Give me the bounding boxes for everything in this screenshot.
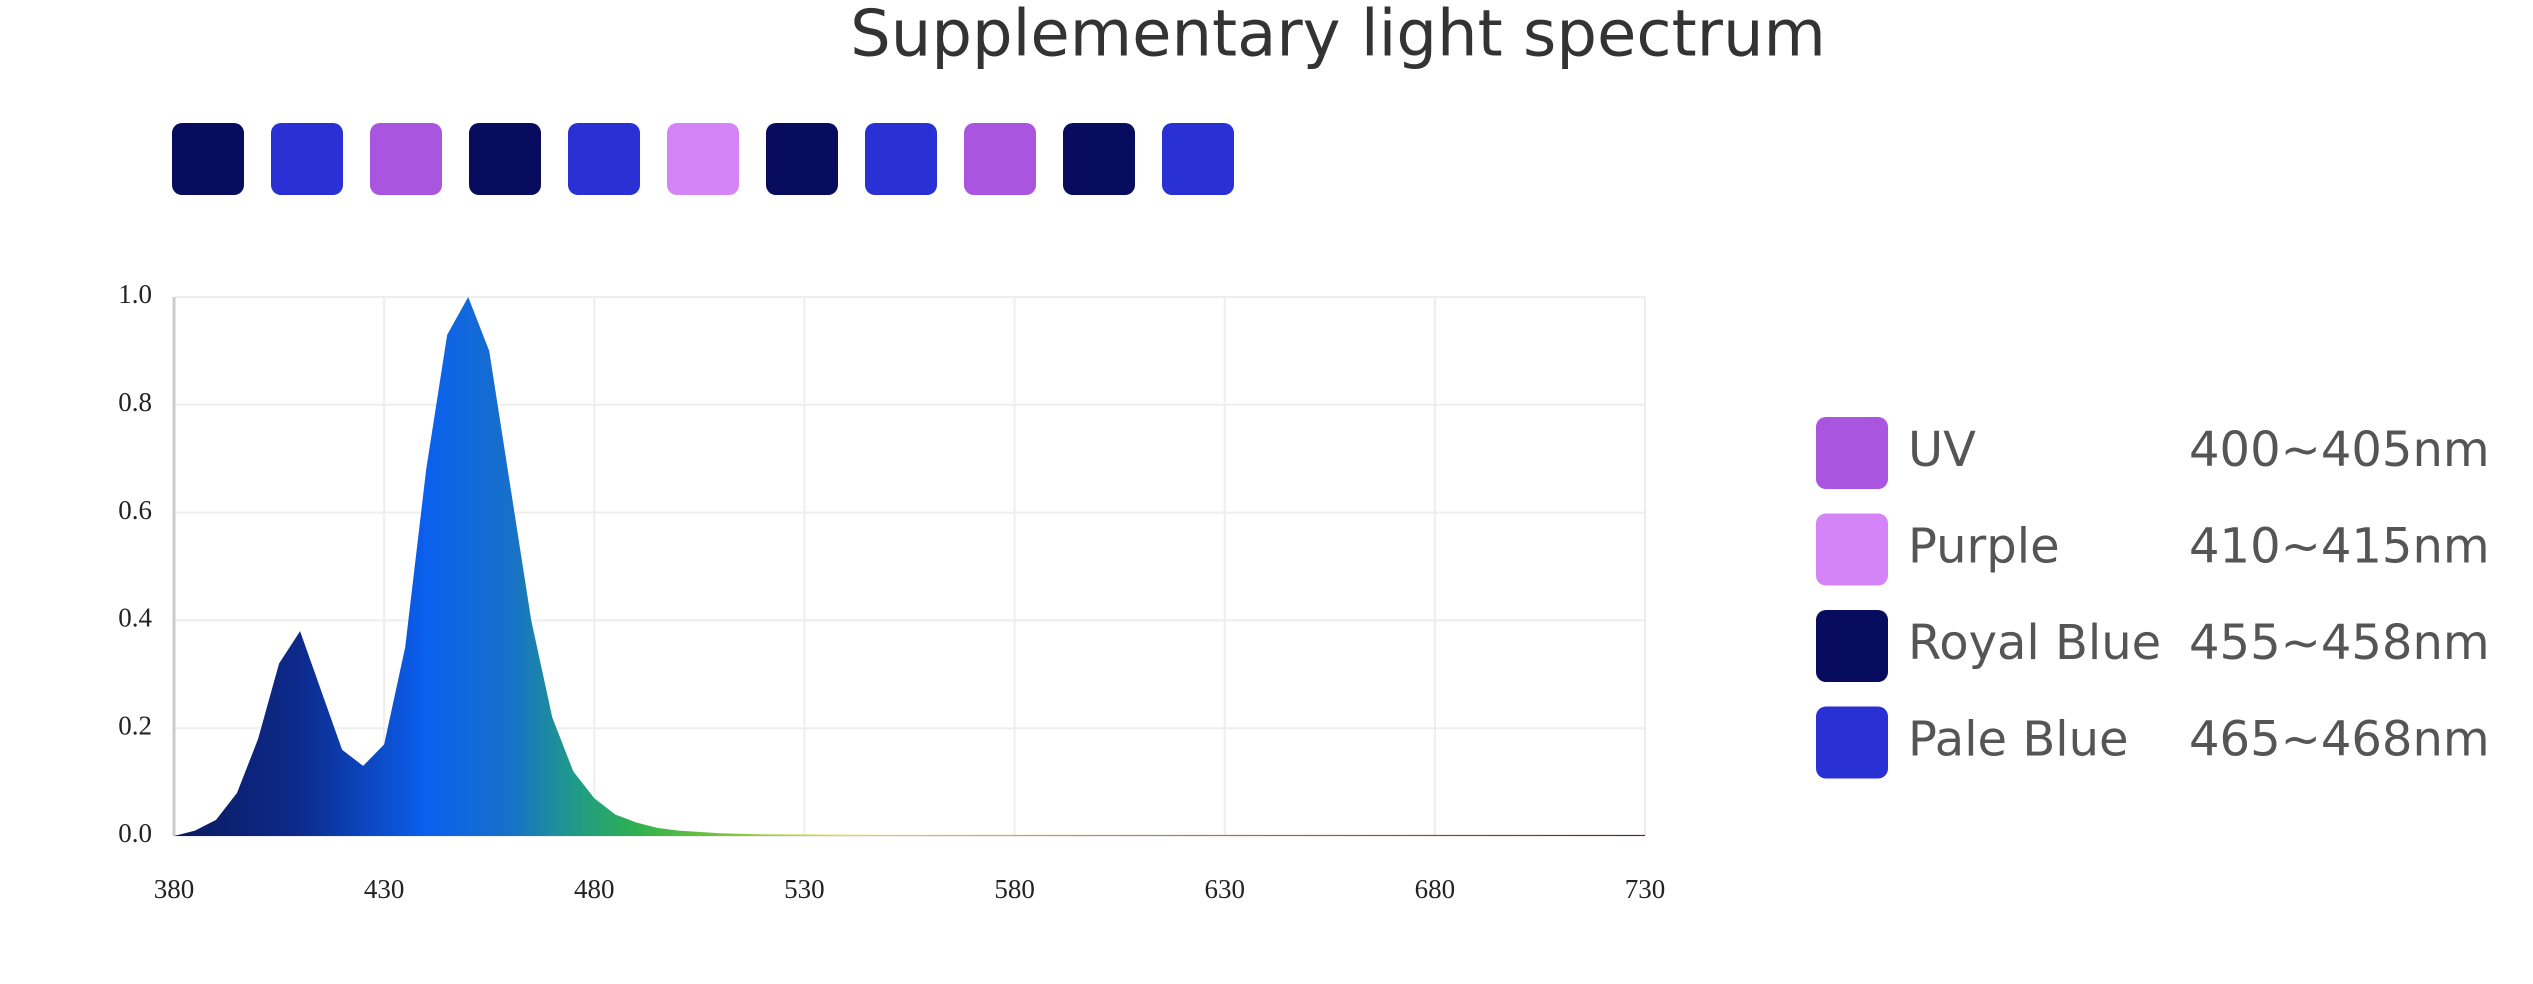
x-tick-label: 580 (994, 874, 1035, 904)
legend-name: Pale Blue (1908, 712, 2129, 768)
led-swatch (469, 123, 541, 195)
led-swatch (1162, 123, 1234, 195)
led-swatch (667, 123, 739, 195)
led-swatch (766, 123, 838, 195)
y-tick-label: 0.6 (118, 495, 152, 525)
x-tick-label: 430 (364, 874, 405, 904)
led-swatch (865, 123, 937, 195)
led-swatch (1063, 123, 1135, 195)
legend-swatch (1816, 417, 1888, 489)
legend-swatch (1816, 706, 1888, 779)
x-tick-label: 630 (1204, 874, 1245, 904)
legend-name: Royal Blue (1908, 615, 2161, 671)
x-tick-label: 380 (154, 874, 195, 904)
y-tick-label: 0.4 (118, 603, 152, 633)
y-tick-label: 0.2 (118, 710, 152, 740)
x-tick-label: 680 (1415, 874, 1456, 904)
legend-range: 455~458nm (2189, 615, 2490, 671)
y-tick-label: 1.0 (118, 279, 152, 309)
legend-swatch (1816, 610, 1888, 682)
x-tick-label: 730 (1625, 874, 1666, 904)
legend-name: Purple (1908, 519, 2060, 575)
legend-name: UV (1908, 422, 1976, 478)
chart-title: Supplementary light spectrum (850, 0, 1826, 72)
spectrum-area (174, 297, 1645, 836)
x-tick-label: 530 (784, 874, 825, 904)
y-tick-label: 0.8 (118, 387, 152, 417)
led-swatch (370, 123, 442, 195)
led-swatch (271, 123, 343, 195)
led-swatch (568, 123, 640, 195)
led-swatch (172, 123, 244, 195)
y-tick-label: 0.0 (118, 818, 152, 848)
legend-swatch (1816, 513, 1888, 586)
led-swatch (964, 123, 1036, 195)
x-tick-label: 480 (574, 874, 615, 904)
legend-range: 410~415nm (2189, 519, 2490, 575)
legend-range: 465~468nm (2189, 712, 2490, 768)
legend-range: 400~405nm (2189, 422, 2490, 478)
